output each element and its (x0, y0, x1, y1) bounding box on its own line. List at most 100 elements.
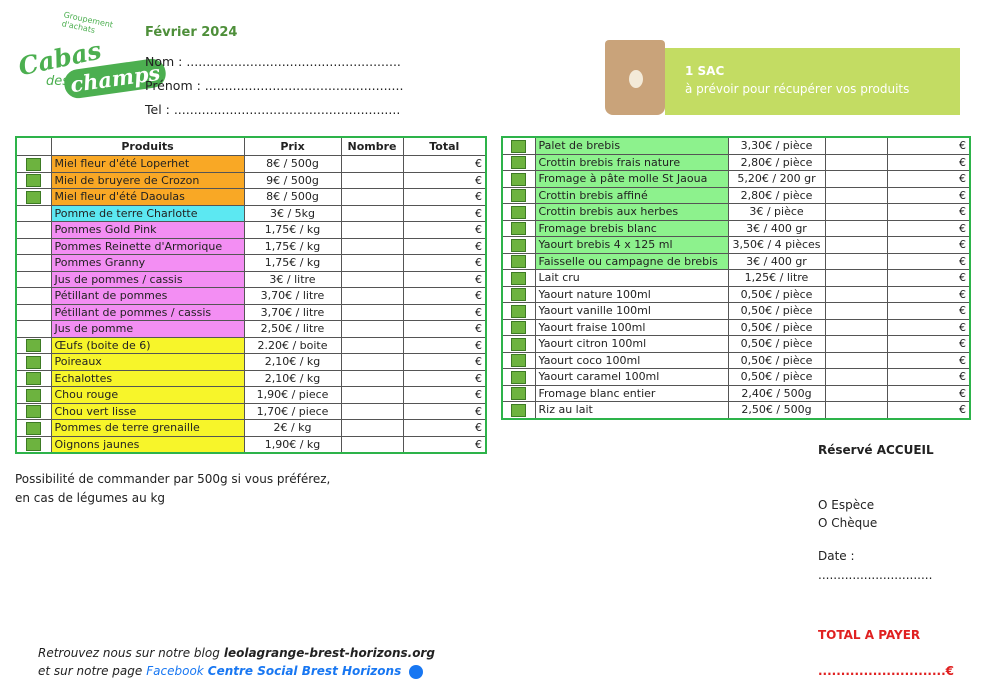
bio-logo (511, 387, 527, 400)
product-name: Lait cru (534, 269, 729, 287)
product-row: Yaourt vanille 100ml 0,50€ / pièce € (501, 302, 971, 320)
product-name: Yaourt coco 100ml (534, 351, 729, 369)
quantity-input[interactable] (340, 171, 404, 189)
bio-logo (511, 189, 527, 202)
bio-cell (15, 435, 52, 454)
quantity-input[interactable] (340, 204, 404, 222)
product-name: Yaourt caramel 100ml (534, 368, 729, 386)
product-name: Jus de pomme (50, 320, 245, 338)
quantity-input[interactable] (340, 270, 404, 288)
quantity-input[interactable] (824, 170, 888, 188)
total: € (402, 287, 487, 305)
product-name: Pétillant de pommes / cassis (50, 303, 245, 321)
product-name: Miel fleur d'été Loperhet (50, 155, 245, 173)
total: € (886, 236, 971, 254)
product-name: Chou vert lisse (50, 402, 245, 420)
bio-cell (501, 401, 536, 419)
quantity-input[interactable] (824, 401, 888, 419)
total: € (886, 302, 971, 320)
product-row: Pommes Reinette d'Armorique 1,75€ / kg € (15, 237, 487, 255)
bio-cell (501, 186, 536, 204)
product-row: Yaourt coco 100ml 0,50€ / pièce € (501, 351, 971, 369)
logo-tagline: Groupement d'achats (60, 10, 114, 35)
quantity-input[interactable] (340, 369, 404, 387)
quantity-input[interactable] (824, 368, 888, 386)
field: Nom : ..................................… (145, 54, 401, 69)
bio-cell (15, 188, 52, 206)
header-cell: Nombre (340, 136, 404, 156)
quantity-input[interactable] (340, 419, 404, 437)
bio-logo (511, 255, 527, 268)
bio-cell (501, 203, 536, 221)
quantity-input[interactable] (340, 353, 404, 371)
quantity-input[interactable] (824, 252, 888, 270)
bio-logo (26, 405, 42, 418)
quantity-input[interactable] (340, 188, 404, 206)
quantity-input[interactable] (340, 254, 404, 272)
quantity-input[interactable] (340, 221, 404, 239)
quantity-input[interactable] (824, 219, 888, 237)
quantity-input[interactable] (340, 435, 404, 454)
product-row: Echalottes 2,10€ / kg € (15, 369, 487, 387)
quantity-input[interactable] (340, 320, 404, 338)
price: 2.20€ / boite (243, 336, 342, 354)
price: 2,50€ / litre (243, 320, 342, 338)
total: € (886, 401, 971, 419)
total: € (886, 285, 971, 303)
quantity-input[interactable] (824, 269, 888, 287)
quantity-input[interactable] (340, 237, 404, 255)
quantity-input[interactable] (824, 351, 888, 369)
facebook-link[interactable]: Facebook (146, 664, 204, 678)
price: 0,50€ / pièce (727, 368, 826, 386)
blog-link[interactable]: leolagrange-brest-horizons.org (223, 646, 435, 660)
product-name: Riz au lait (534, 401, 729, 419)
total: € (402, 369, 487, 387)
quantity-input[interactable] (824, 203, 888, 221)
product-row: Pomme de terre Charlotte 3€ / 5kg € (15, 204, 487, 222)
product-row: Lait cru 1,25€ / litre € (501, 269, 971, 287)
quantity-input[interactable] (824, 285, 888, 303)
quantity-input[interactable] (340, 303, 404, 321)
total: € (886, 153, 971, 171)
quantity-input[interactable] (824, 236, 888, 254)
product-name: Œufs (boite de 6) (50, 336, 245, 354)
price: 2,10€ / kg (243, 369, 342, 387)
quantity-input[interactable] (824, 335, 888, 353)
product-row: Riz au lait 2,50€ / 500g € (501, 401, 971, 419)
total: € (886, 219, 971, 237)
quantity-input[interactable] (340, 336, 404, 354)
total: € (402, 402, 487, 420)
bio-logo (26, 421, 42, 435)
note-line: en cas de légumes au kg (15, 491, 166, 505)
quantity-input[interactable] (824, 136, 888, 155)
product-row: Faisselle ou campagne de brebis 3€ / 400 … (501, 252, 971, 270)
product-row: Crottin brebis affiné 2,80€ / pièce € (501, 186, 971, 204)
product-name: Crottin brebis frais nature (534, 153, 729, 171)
quantity-input[interactable] (824, 302, 888, 320)
product-name: Faisselle ou campagne de brebis (534, 252, 729, 270)
quantity-input[interactable] (340, 155, 404, 173)
banner: 1 SAC à prévoir pour récupérer vos produ… (665, 48, 960, 115)
quantity-input[interactable] (824, 318, 888, 336)
quantity-input[interactable] (340, 287, 404, 305)
quantity-input[interactable] (824, 153, 888, 171)
product-name: Fromage brebis blanc (534, 219, 729, 237)
product-name: Pétillant de pommes (50, 287, 245, 305)
bio-logo (511, 304, 527, 318)
quantity-input[interactable] (824, 186, 888, 204)
total: € (886, 318, 971, 336)
bio-cell (501, 170, 536, 188)
header-cell (15, 136, 52, 156)
quantity-input[interactable] (340, 386, 404, 404)
quantity-input[interactable] (824, 384, 888, 402)
price: 1,90€ / piece (243, 386, 342, 404)
quantity-input[interactable] (340, 402, 404, 420)
page-link[interactable]: Centre Social Brest Horizons (207, 664, 402, 678)
price: 1,25€ / litre (727, 269, 826, 287)
total: € (886, 136, 971, 155)
product-name: Poireaux (50, 353, 245, 371)
product-name: Miel de bruyere de Crozon (50, 171, 245, 189)
product-row: Pétillant de pommes / cassis 3,70€ / litr… (15, 303, 487, 321)
